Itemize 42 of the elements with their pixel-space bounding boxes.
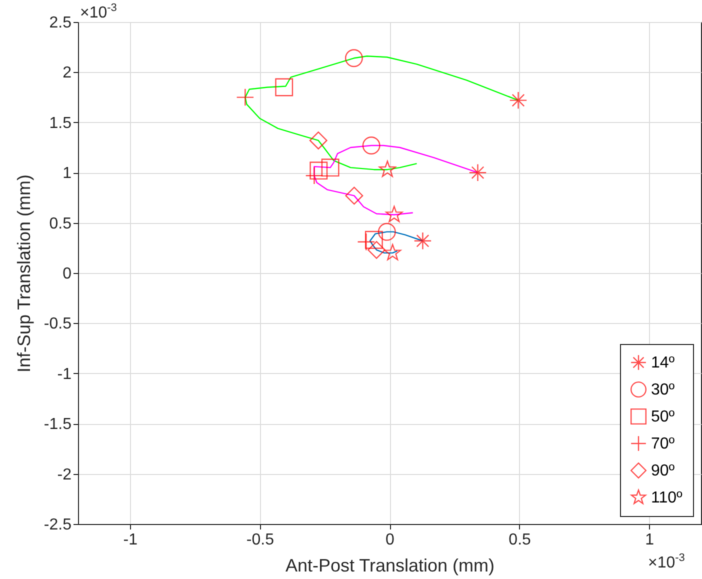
point xyxy=(378,160,396,177)
y-axis-title: Inf-Sup Translation (mm) xyxy=(14,174,34,373)
y-tick-label: -2 xyxy=(57,466,72,484)
y-tick-label: -1 xyxy=(57,366,72,383)
y-tick-label: 1.5 xyxy=(49,114,72,132)
x-tick-label: 0.5 xyxy=(508,532,532,548)
point xyxy=(384,244,402,260)
y-tick-label: -2.5 xyxy=(44,516,72,534)
legend-label: 70º xyxy=(651,436,675,452)
legend-label: 90º xyxy=(651,462,675,480)
x-axis-title: Ant-Post Translation (mm) xyxy=(285,556,495,576)
point xyxy=(364,230,383,249)
y-tick-label: -0.5 xyxy=(44,316,72,333)
y-tick-label: 2.5 xyxy=(49,14,72,32)
legend-label: 30º xyxy=(651,382,675,398)
x-tick-label: 1 xyxy=(645,532,654,548)
point xyxy=(309,132,328,150)
point xyxy=(509,91,528,110)
point xyxy=(368,240,386,259)
legend-label: 14º xyxy=(651,354,675,372)
point xyxy=(344,49,363,68)
y-tick-label: 0.5 xyxy=(49,215,72,232)
point xyxy=(345,186,364,205)
legend-label: 50º xyxy=(651,408,675,426)
y-tick-label: 0 xyxy=(62,266,72,282)
text: ×10$^{-3}$ xyxy=(80,2,117,22)
point xyxy=(378,222,396,241)
point xyxy=(321,158,340,177)
point xyxy=(275,78,294,96)
point xyxy=(414,232,432,250)
y-tick-label: 1 xyxy=(62,165,72,182)
y-tick-label: -1.5 xyxy=(44,416,72,434)
point xyxy=(310,162,328,180)
x-tick-label: -1 xyxy=(123,532,138,548)
point xyxy=(362,136,380,154)
y-tick-label: 2 xyxy=(62,64,72,82)
point xyxy=(386,206,403,222)
legend-label: 110º xyxy=(651,490,683,506)
x-tick-label: 0 xyxy=(386,532,395,548)
text: ×10$^{-3}$ xyxy=(648,552,685,572)
x-tick-label: -0.5 xyxy=(246,532,274,548)
point xyxy=(468,164,487,182)
